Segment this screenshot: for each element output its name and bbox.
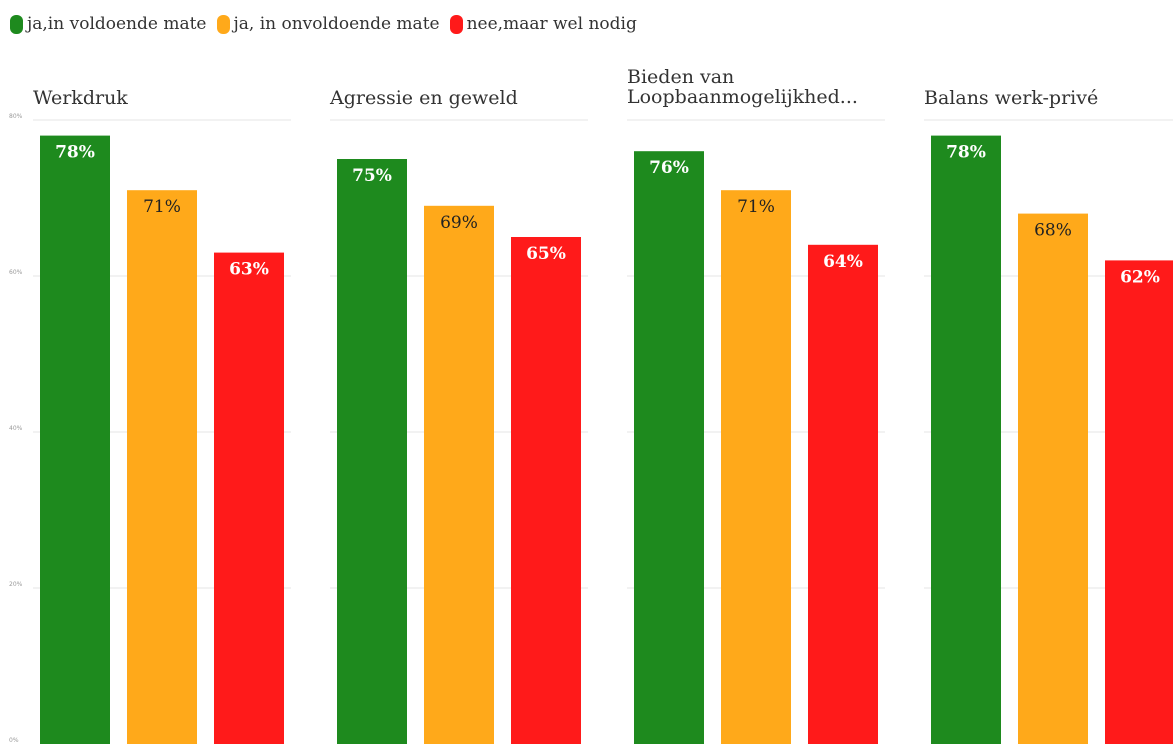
y-tick-label: 20%	[9, 581, 23, 588]
legend-item-nodig[interactable]: nee,maar wel nodig	[449, 14, 637, 34]
legend-swatch-green	[10, 14, 23, 34]
bar	[634, 151, 704, 744]
data-label: 65%	[526, 244, 566, 264]
data-label: 78%	[946, 143, 986, 163]
data-label: 63%	[229, 260, 269, 280]
y-tick-label: 40%	[9, 425, 23, 432]
y-tick-label: 0%	[9, 737, 19, 744]
bar	[127, 190, 197, 744]
legend: ja,in voldoende mate ja, in onvoldoende …	[10, 12, 637, 36]
bar	[214, 252, 284, 744]
bar	[1018, 213, 1088, 744]
data-label: 75%	[352, 166, 392, 186]
legend-label-nodig: nee,maar wel nodig	[466, 14, 637, 34]
data-label: 71%	[737, 197, 775, 217]
legend-label-voldoende: ja,in voldoende mate	[27, 14, 207, 34]
bar	[931, 135, 1001, 744]
bar	[1105, 260, 1173, 744]
data-label: 69%	[440, 213, 478, 233]
panel-title: Werkdruk	[33, 87, 128, 109]
y-tick-label: 60%	[9, 269, 23, 276]
panel-title: Loopbaanmogelijkhed...	[627, 86, 858, 108]
bar	[808, 244, 878, 744]
data-label: 76%	[649, 158, 689, 178]
legend-label-onvoldoende: ja, in onvoldoende mate	[233, 14, 440, 34]
legend-item-onvoldoende[interactable]: ja, in onvoldoende mate	[216, 14, 440, 34]
data-label: 62%	[1120, 267, 1160, 287]
legend-swatch-orange	[216, 14, 230, 34]
panel-title: Bieden van	[627, 66, 734, 88]
bar	[511, 237, 581, 744]
data-label: 78%	[55, 143, 95, 163]
data-label: 68%	[1034, 221, 1072, 241]
bar	[337, 159, 407, 744]
data-label: 64%	[823, 252, 863, 272]
panel-title: Balans werk-privé	[924, 87, 1098, 109]
legend-item-voldoende[interactable]: ja,in voldoende mate	[10, 14, 207, 34]
bar	[721, 190, 791, 744]
bar	[424, 205, 494, 744]
y-tick-label: 80%	[9, 113, 23, 120]
panel-title: Agressie en geweld	[329, 87, 518, 109]
bar	[40, 135, 110, 744]
legend-swatch-red	[449, 14, 463, 34]
data-label: 71%	[143, 197, 181, 217]
